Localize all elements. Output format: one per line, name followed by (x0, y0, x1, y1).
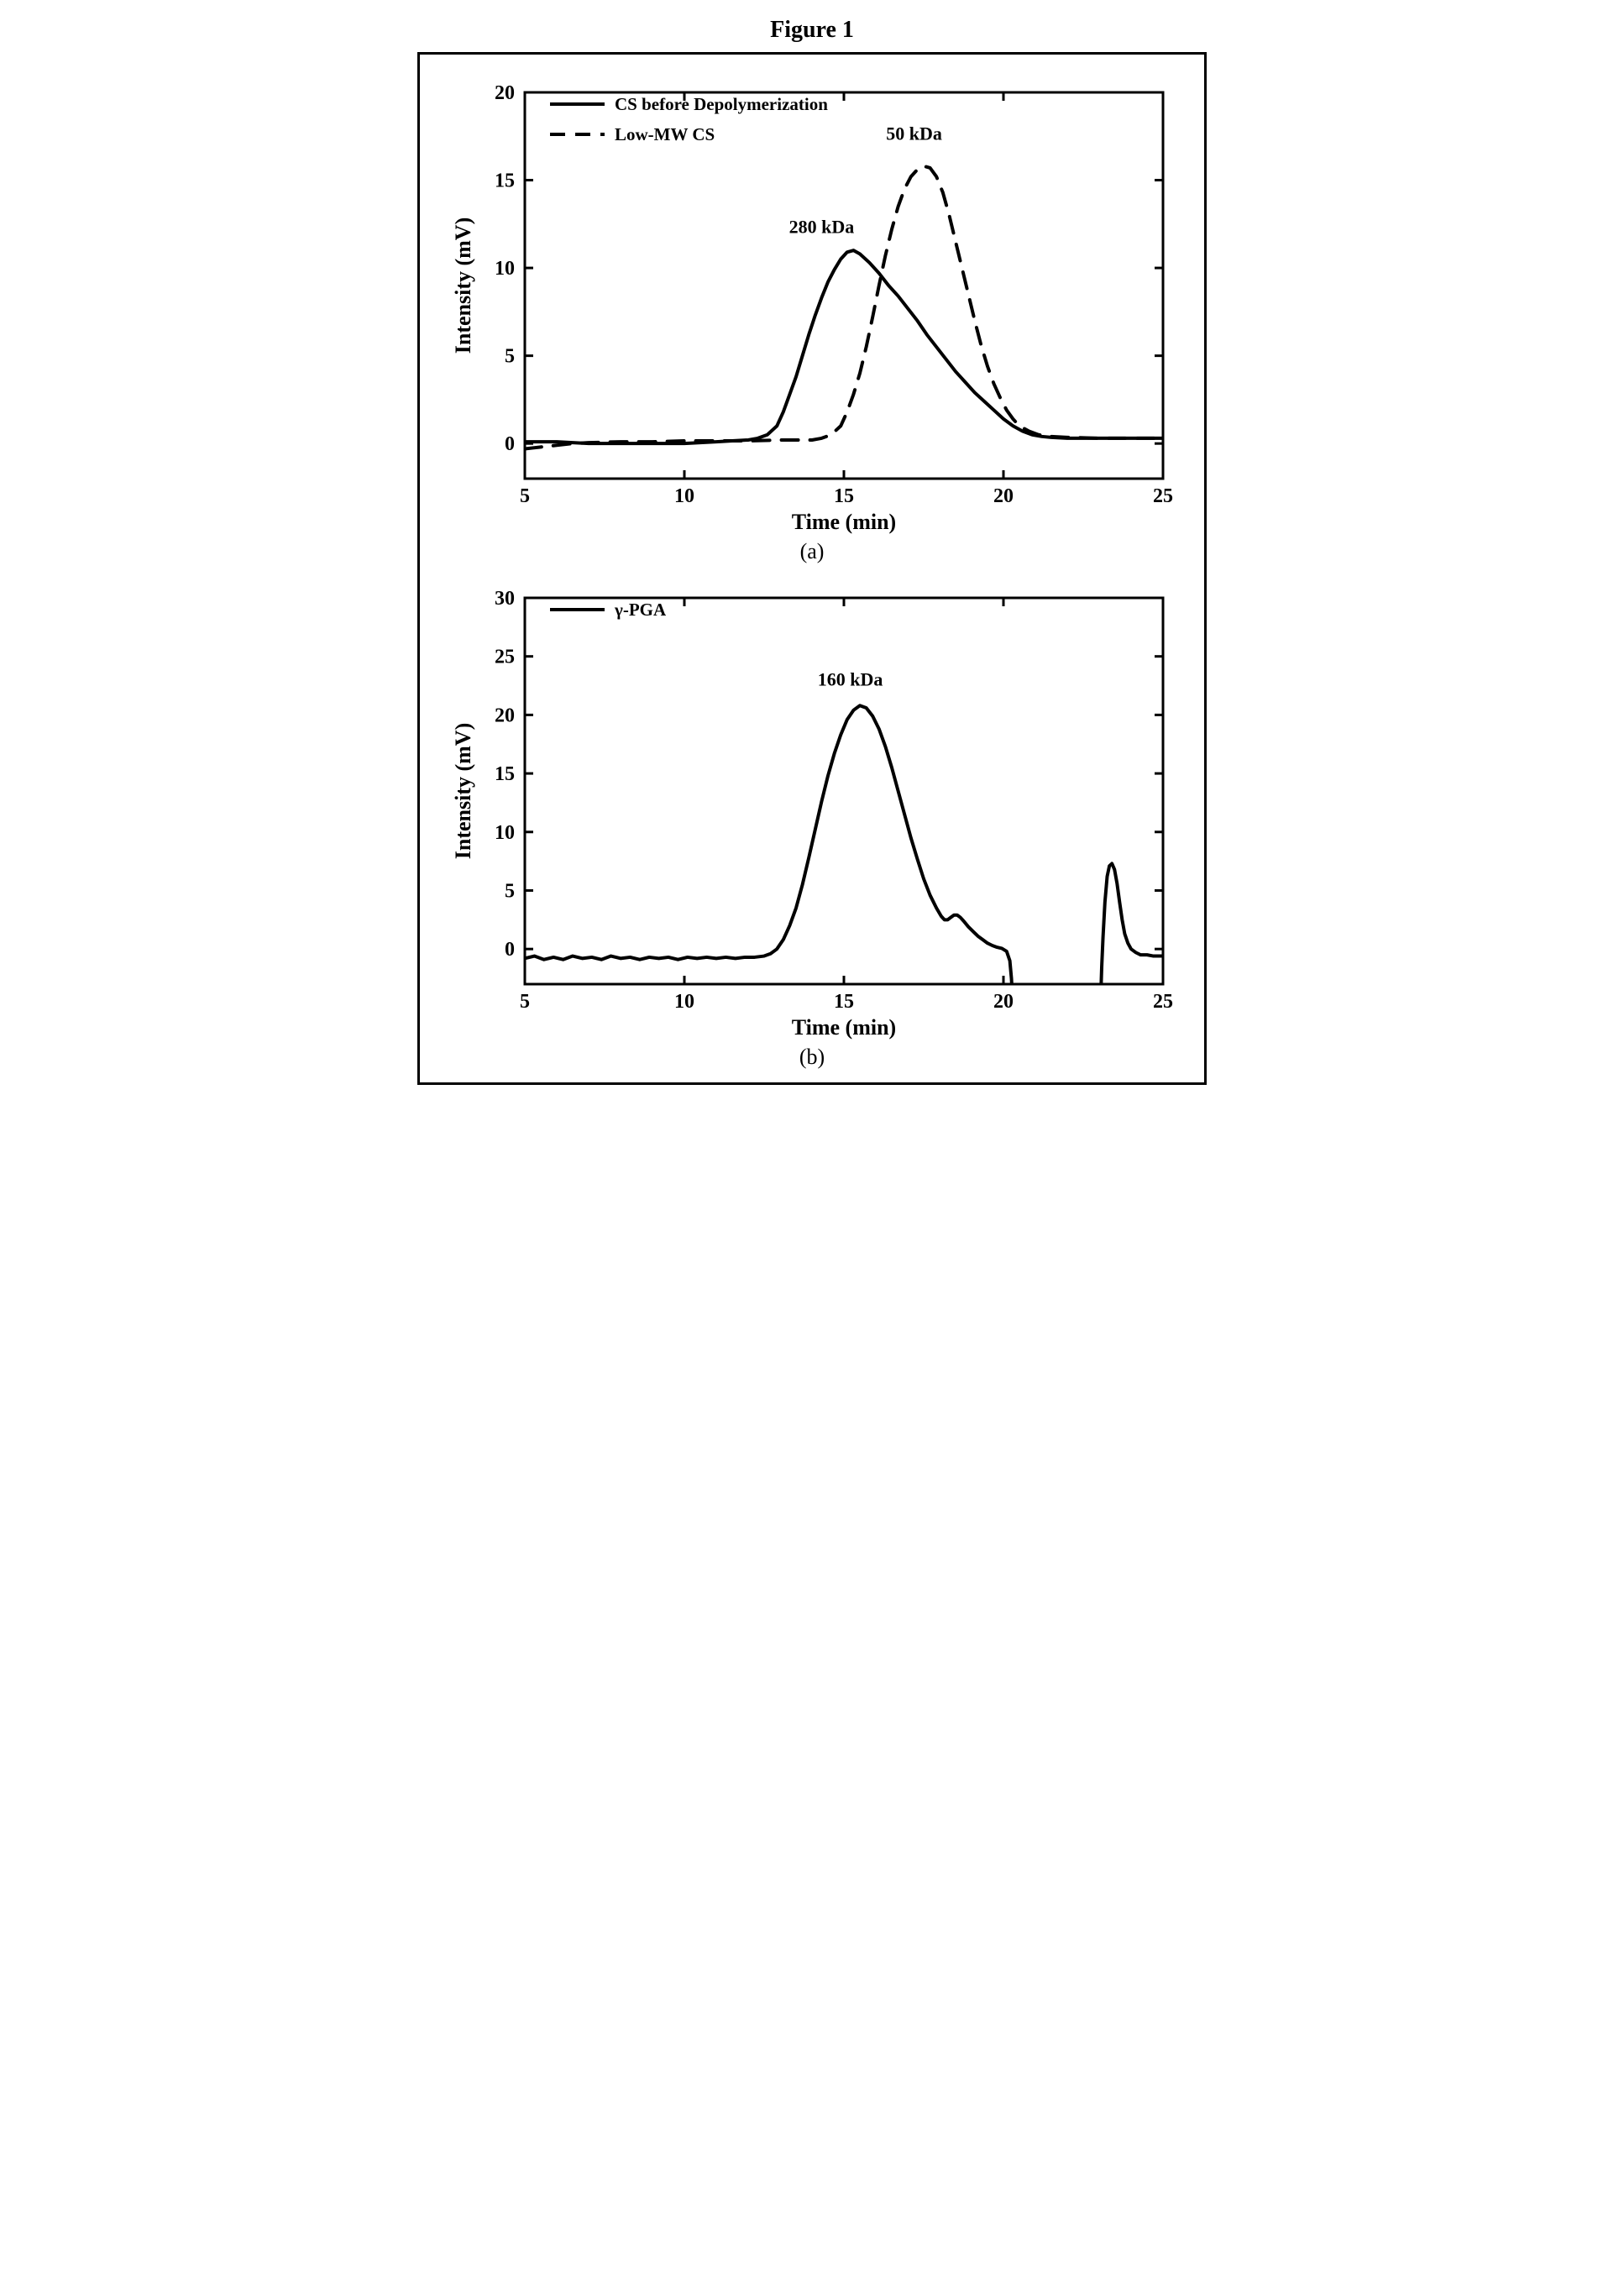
svg-text:50 kDa: 50 kDa (886, 123, 942, 144)
chart-a-wrapper: 5 10 15 20 25 0 5 10 15 20 Time (min) Intensity (mV… (432, 67, 1192, 564)
svg-text:20: 20 (993, 991, 1014, 1013)
svg-text:Time (min): Time (min) (792, 510, 896, 534)
chart-a: 5 10 15 20 25 0 5 10 15 20 Time (min) Intensity (mV… (432, 67, 1188, 537)
svg-text:25: 25 (1153, 991, 1173, 1013)
svg-text:5: 5 (505, 880, 515, 902)
subplot-label-b: (b) (432, 1045, 1192, 1070)
svg-text:5: 5 (505, 346, 515, 368)
svg-text:0: 0 (505, 433, 515, 455)
subplot-label-a: (a) (432, 539, 1192, 564)
svg-text:15: 15 (495, 763, 515, 785)
chart-b-wrapper: 5 10 15 20 25 0 5 10 15 20 25 30 Time (min) Intensity… (432, 573, 1192, 1070)
svg-text:10: 10 (674, 991, 694, 1013)
svg-text:25: 25 (1153, 485, 1173, 507)
svg-text:10: 10 (495, 258, 515, 280)
svg-text:15: 15 (495, 170, 515, 192)
svg-text:25: 25 (495, 647, 515, 668)
chart-b: 5 10 15 20 25 0 5 10 15 20 25 30 Time (min) Intensity… (432, 573, 1188, 1043)
svg-text:20: 20 (495, 82, 515, 104)
svg-text:20: 20 (993, 485, 1014, 507)
figure-title: Figure 1 (417, 17, 1207, 44)
svg-text:30: 30 (495, 588, 515, 610)
svg-text:5: 5 (520, 991, 530, 1013)
svg-text:γ-PGA: γ-PGA (614, 600, 667, 620)
svg-text:Time (min): Time (min) (792, 1015, 896, 1040)
svg-text:CS before Depolymerization: CS before Depolymerization (615, 94, 828, 114)
svg-text:160 kDa: 160 kDa (818, 669, 883, 690)
svg-text:280 kDa: 280 kDa (789, 216, 855, 237)
svg-text:Low-MW CS: Low-MW CS (615, 124, 715, 144)
svg-text:10: 10 (495, 822, 515, 844)
svg-text:15: 15 (834, 485, 854, 507)
svg-text:0: 0 (505, 939, 515, 961)
svg-text:15: 15 (834, 991, 854, 1013)
svg-text:5: 5 (520, 485, 530, 507)
svg-text:Intensity (mV): Intensity (mV) (451, 217, 475, 354)
svg-text:20: 20 (495, 705, 515, 726)
svg-text:Intensity (mV): Intensity (mV) (451, 723, 475, 860)
svg-text:10: 10 (674, 485, 694, 507)
figure-panel-box: 5 10 15 20 25 0 5 10 15 20 Time (min) Intensity (mV… (417, 52, 1207, 1085)
